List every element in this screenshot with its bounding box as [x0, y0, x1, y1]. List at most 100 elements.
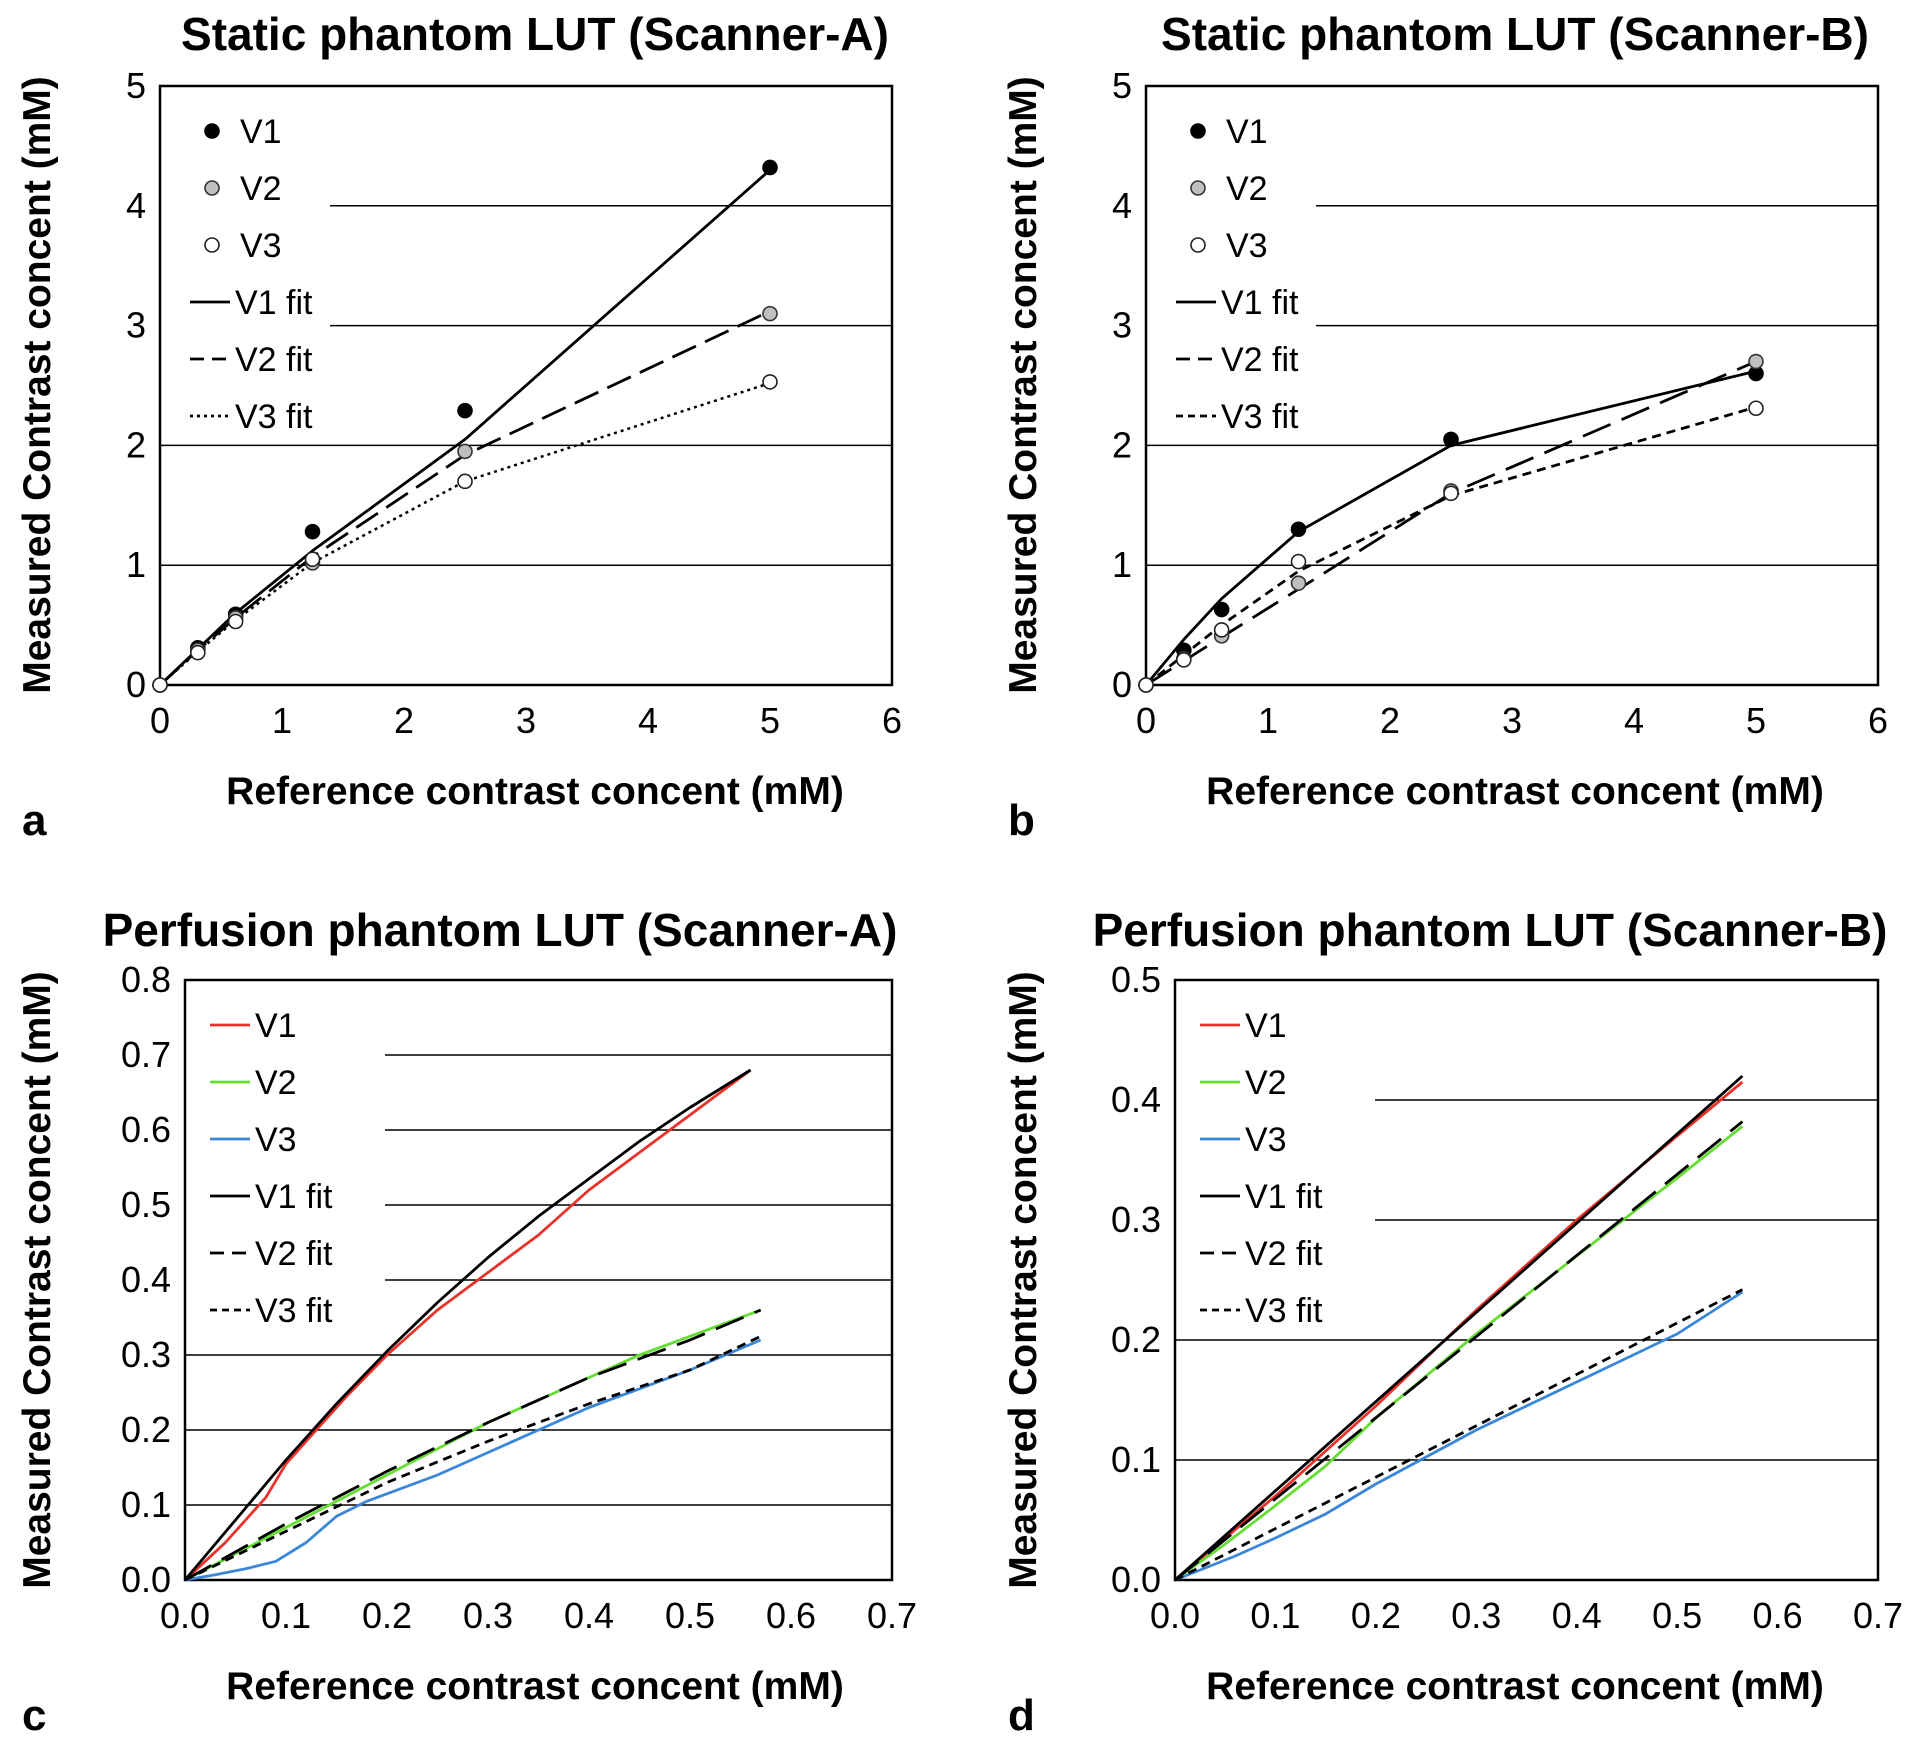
- x-tick-label-d-7: 0.7: [1853, 1595, 1903, 1636]
- legend-label-b-v2-fit: V2 fit: [1221, 341, 1299, 379]
- x-tick-label-d-1: 0.1: [1250, 1595, 1300, 1636]
- y-axis-label-c: Measured Contrast concent (mM): [16, 971, 59, 1589]
- legend-label-c-v1: V1: [255, 1007, 297, 1045]
- y-tick-label-c-3: 0.3: [121, 1334, 171, 1375]
- data-point-a-v3-0: [152, 677, 168, 693]
- x-tick-label-a-0: 0: [150, 700, 170, 741]
- chart-title-b: Static phantom LUT (Scanner-B): [1161, 8, 1869, 60]
- x-tick-label-a-3: 3: [516, 700, 536, 741]
- y-tick-label-a-2: 2: [126, 424, 146, 465]
- y-tick-label-d-1: 0.1: [1111, 1439, 1161, 1480]
- legend-label-d-v2-fit: V2 fit: [1245, 1235, 1323, 1273]
- x-tick-label-b-1: 1: [1258, 700, 1278, 741]
- data-point-b-v1-3: [1290, 521, 1307, 538]
- legend-label-a-v2: V2: [240, 170, 282, 208]
- series-line-b-v2-fit: [1145, 360, 1757, 687]
- legend-label-c-v1-fit: V1 fit: [255, 1178, 333, 1216]
- series-line-c-v2-fit: [184, 1308, 762, 1582]
- series-line-d-v2-fit: [1174, 1120, 1744, 1582]
- y-tick-label-b-0: 0: [1112, 664, 1132, 705]
- legend-label-b-v2: V2: [1226, 170, 1268, 208]
- y-tick-label-b-1: 1: [1112, 544, 1132, 585]
- y-tick-label-b-5: 5: [1112, 65, 1132, 106]
- data-point-a-v2-5: [762, 305, 778, 322]
- y-tick-label-b-4: 4: [1112, 185, 1132, 226]
- x-tick-label-c-2: 0.2: [362, 1595, 412, 1636]
- x-tick-label-a-5: 5: [760, 700, 780, 741]
- x-axis-label-b: Reference contrast concent (mM): [1206, 770, 1824, 813]
- panel-letter-d: d: [1008, 1691, 1035, 1740]
- x-tick-label-c-5: 0.5: [665, 1595, 715, 1636]
- data-point-b-v3-4: [1443, 485, 1459, 502]
- y-tick-label-d-0: 0.0: [1111, 1559, 1161, 1600]
- y-tick-label-b-3: 3: [1112, 305, 1132, 346]
- y-tick-label-c-5: 0.5: [121, 1184, 171, 1225]
- data-point-b-v2-3: [1290, 575, 1307, 591]
- x-tick-label-c-6: 0.6: [766, 1595, 816, 1636]
- x-axis-label-c: Reference contrast concent (mM): [226, 1665, 844, 1708]
- legend-label-d-v2: V2: [1245, 1064, 1287, 1102]
- series-line-b-v3-fit: [1145, 405, 1757, 687]
- y-tick-label-a-5: 5: [126, 65, 146, 106]
- chart-title-d: Perfusion phantom LUT (Scanner-B): [1093, 904, 1888, 956]
- series-line-d-v1-fit: [1174, 1074, 1744, 1582]
- plot-frame-a: [158, 84, 894, 687]
- y-tick-label-a-4: 4: [126, 185, 146, 226]
- data-point-b-v3-1: [1176, 652, 1192, 668]
- legend-label-c-v2-fit: V2 fit: [255, 1235, 333, 1273]
- series-line-d-v3: [1174, 1290, 1744, 1582]
- x-tick-label-a-1: 1: [272, 700, 292, 741]
- y-tick-label-a-3: 3: [126, 305, 146, 346]
- legend-label-d-v1-fit: V1 fit: [1245, 1178, 1323, 1216]
- data-point-b-v2-5: [1748, 353, 1764, 370]
- x-tick-label-c-1: 0.1: [261, 1595, 311, 1636]
- y-tick-label-a-0: 0: [126, 664, 146, 705]
- data-point-a-v3-4: [457, 473, 473, 490]
- y-tick-label-d-5: 0.5: [1111, 959, 1161, 1000]
- legend-label-a-v1: V1: [240, 113, 282, 151]
- legend-label-a-v1-fit: V1 fit: [235, 284, 313, 322]
- x-tick-label-d-6: 0.6: [1753, 1595, 1803, 1636]
- legend-marker-b-v2: [1190, 180, 1206, 196]
- x-tick-label-b-0: 0: [1136, 700, 1156, 741]
- series-line-c-v1: [184, 1068, 752, 1582]
- y-tick-label-c-1: 0.1: [121, 1484, 171, 1525]
- legend-label-b-v1: V1: [1226, 113, 1268, 151]
- x-tick-label-a-4: 4: [638, 700, 658, 741]
- series-line-c-v3-fit: [184, 1335, 762, 1582]
- x-tick-label-d-4: 0.4: [1552, 1595, 1602, 1636]
- legend-marker-a-v2: [204, 180, 220, 196]
- series-line-d-v3-fit: [1174, 1288, 1744, 1582]
- legend-label-c-v3: V3: [255, 1121, 297, 1159]
- legend-label-c-v2: V2: [255, 1064, 297, 1102]
- legend-label-c-v3-fit: V3 fit: [255, 1292, 333, 1330]
- legend-marker-a-v1: [204, 123, 220, 139]
- y-tick-label-c-2: 0.2: [121, 1409, 171, 1450]
- plot-frame-c: [183, 978, 894, 1582]
- legend-label-a-v3-fit: V3 fit: [235, 398, 313, 436]
- legend-label-a-v2-fit: V2 fit: [235, 341, 313, 379]
- data-point-b-v3-2: [1213, 622, 1230, 638]
- x-tick-label-b-5: 5: [1746, 700, 1766, 741]
- y-axis-label-b: Measured Contrast concent (mM): [1002, 76, 1045, 694]
- x-tick-label-d-2: 0.2: [1351, 1595, 1401, 1636]
- data-point-a-v3-3: [304, 551, 321, 568]
- y-tick-label-d-3: 0.3: [1111, 1199, 1161, 1240]
- x-tick-label-b-2: 2: [1380, 700, 1400, 741]
- y-tick-label-d-2: 0.2: [1111, 1319, 1161, 1360]
- legend-label-d-v3-fit: V3 fit: [1245, 1292, 1323, 1330]
- y-tick-label-d-4: 0.4: [1111, 1079, 1161, 1120]
- panel-letter-c: c: [22, 1691, 46, 1740]
- x-tick-label-b-6: 6: [1868, 700, 1888, 741]
- series-line-c-v1-fit: [183, 1068, 752, 1581]
- legend-label-d-v3: V3: [1245, 1121, 1287, 1159]
- data-point-a-v2-4: [457, 443, 473, 460]
- x-tick-label-a-6: 6: [882, 700, 902, 741]
- y-tick-label-b-2: 2: [1112, 424, 1132, 465]
- x-tick-label-a-2: 2: [394, 700, 414, 741]
- x-tick-label-c-4: 0.4: [564, 1595, 614, 1636]
- y-tick-label-c-0: 0.0: [121, 1559, 171, 1600]
- x-axis-label-a: Reference contrast concent (mM): [226, 770, 844, 813]
- y-tick-label-c-4: 0.4: [121, 1259, 171, 1300]
- data-point-a-v1-4: [457, 402, 473, 419]
